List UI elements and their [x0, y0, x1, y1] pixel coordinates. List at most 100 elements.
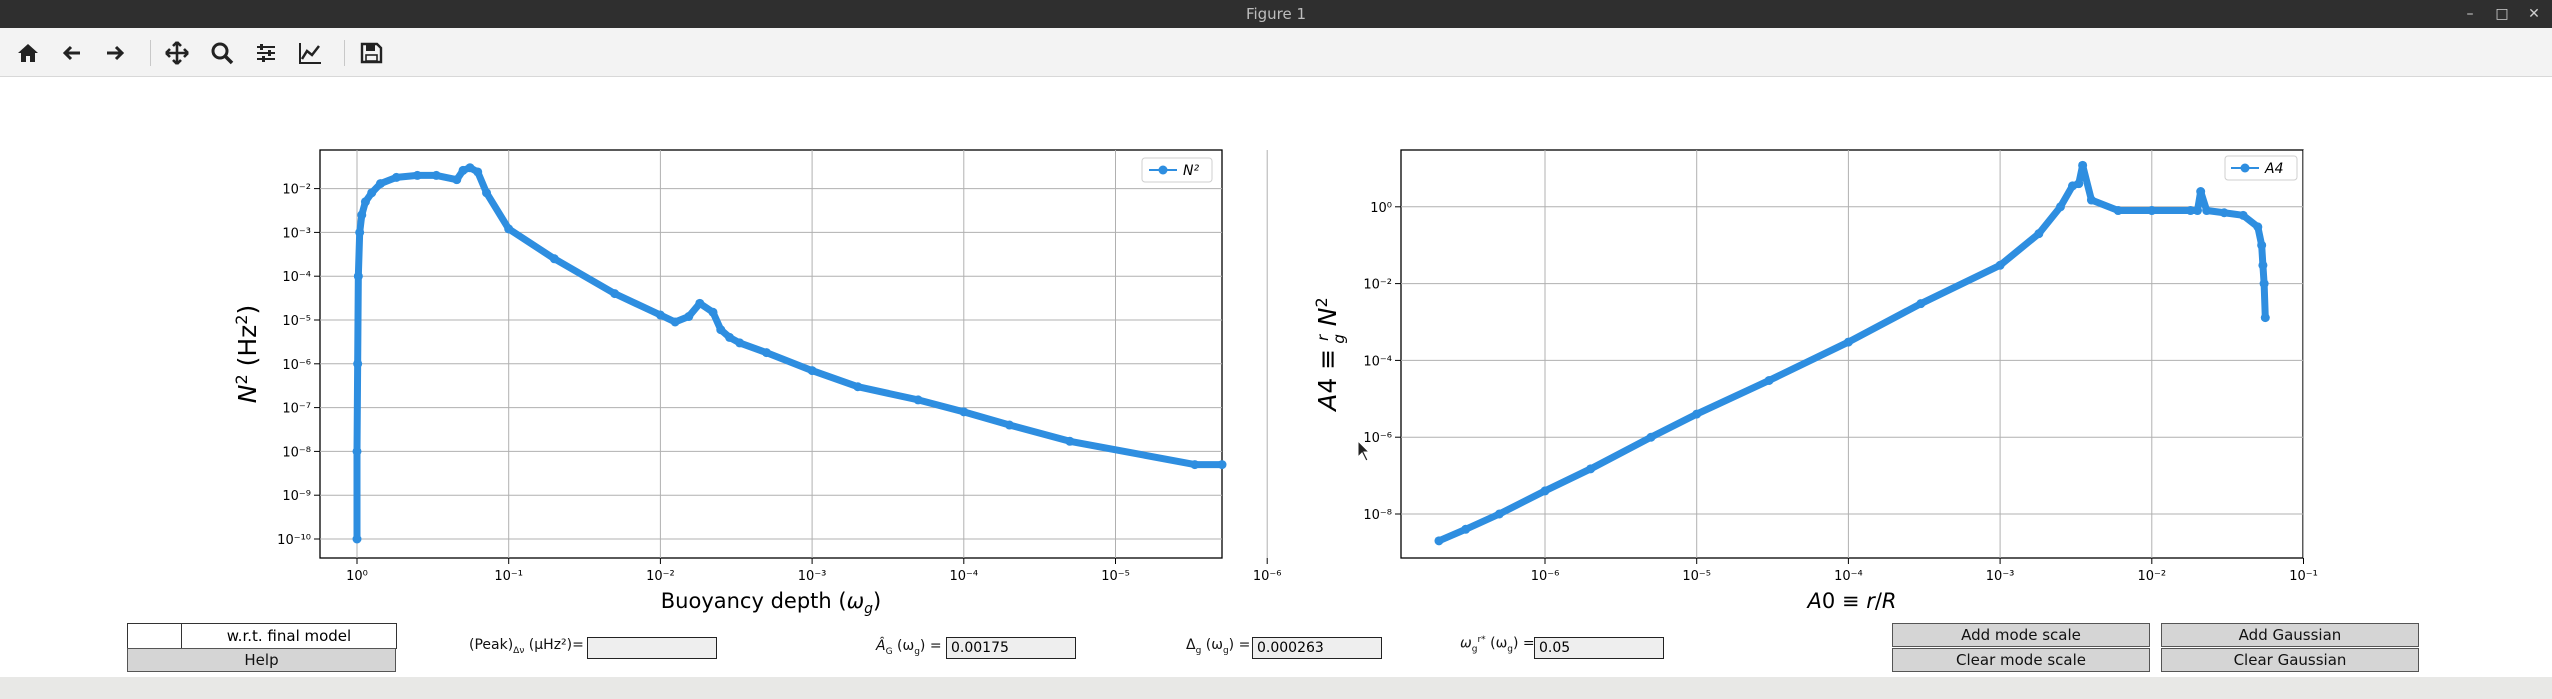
clear-mode-scale-button[interactable]: Clear mode scale [1892, 648, 2150, 672]
left-series-point [412, 170, 422, 180]
help-button[interactable]: Help [127, 648, 396, 672]
navigation-toolbar [0, 28, 2552, 77]
right-legend-label: A4 [2264, 161, 2283, 177]
right-x-tick-label: 10⁻⁴ [1834, 569, 1863, 584]
left-xlabel: Buoyancy depth (ωg) [661, 589, 882, 617]
window-titlebar: Figure 1 – □ ✕ [0, 0, 2552, 28]
left-series-point [482, 188, 492, 198]
right-series-point [2257, 240, 2267, 250]
zoom-icon[interactable] [207, 38, 237, 68]
dg-label-unit-sub: g [1222, 645, 1229, 656]
left-series-point [352, 446, 362, 456]
ag-label: ÂG (ωg) = [876, 638, 942, 657]
right-series-point [1916, 299, 1926, 309]
ag-label-text: Â [876, 638, 886, 654]
left-axes: 10⁰ 10⁻¹ 10⁻² 10⁻³ 10⁻⁴ 10⁻⁵ 10⁻⁶ 10⁻¹⁰ 10⁻⁹ 10⁻… [232, 149, 1282, 617]
left-series-point [504, 224, 514, 234]
clear-gaussian-button[interactable]: Clear Gaussian [2161, 648, 2419, 672]
right-x-tick-label: 10⁻³ [1986, 569, 2015, 584]
left-y-tick-label: 10⁻⁸ [282, 445, 311, 460]
maximize-icon[interactable]: □ [2495, 6, 2509, 22]
configure-subplots-icon[interactable] [251, 38, 281, 68]
left-y-tick-label: 10⁻⁵ [282, 314, 311, 329]
right-series-point [1692, 409, 1702, 419]
left-series-point [761, 348, 771, 358]
ag-label-unit-sub: g [914, 646, 920, 657]
peak-label: (Peak)Δν (μHz²)= [469, 637, 584, 656]
right-series-point [2238, 210, 2248, 220]
right-x-tick-label: 10⁻⁵ [1682, 569, 1711, 584]
left-series-point [1004, 420, 1014, 430]
right-series-point [2219, 208, 2229, 218]
wrt-final-model-label: w.r.t. final model [226, 627, 352, 645]
left-x-tick-label: 10⁰ [346, 569, 368, 584]
right-series-point [1646, 432, 1656, 442]
add-mode-scale-button[interactable]: Add mode scale [1892, 623, 2150, 647]
right-series-point [2074, 179, 2084, 189]
edit-axis-icon[interactable] [295, 38, 325, 68]
right-y-tick-label: 10⁻² [1363, 278, 1392, 293]
left-series-point [353, 359, 363, 369]
right-series-point [2259, 279, 2269, 289]
left-series-point [452, 175, 462, 185]
peak-input[interactable] [587, 637, 717, 659]
left-series-point [610, 289, 620, 299]
left-x-tick-label: 10⁻⁵ [1101, 569, 1130, 584]
left-series-point [670, 317, 680, 327]
dg-input[interactable]: 0.000263 [1252, 637, 1382, 659]
minimize-icon[interactable]: – [2466, 6, 2474, 22]
dg-label: Δg (ωg) = [1186, 637, 1250, 656]
left-y-tick-label: 10⁻¹⁰ [277, 533, 311, 548]
left-series-point [465, 163, 475, 173]
right-series-point [1586, 464, 1596, 474]
toolbar-separator [150, 40, 151, 66]
left-series-point [352, 534, 362, 544]
left-series-point [695, 298, 705, 308]
home-icon[interactable] [13, 38, 43, 68]
ag-input[interactable]: 0.00175 [946, 637, 1076, 659]
right-series-point [2258, 260, 2268, 270]
left-x-tick-label: 10⁻³ [798, 569, 827, 584]
left-series-point [1190, 460, 1200, 470]
window-title: Figure 1 [1245, 5, 1307, 23]
left-y-tick-label: 10⁻⁷ [282, 402, 311, 417]
right-y-tick-label: 10⁰ [1370, 201, 1392, 216]
wrt-final-model-checkbox-row[interactable]: w.r.t. final model [127, 623, 397, 649]
left-series-point [735, 338, 745, 348]
mouse-cursor-icon [1357, 439, 1371, 462]
right-x-tick-label: 10⁻¹ [2289, 569, 2318, 584]
left-series-point [684, 312, 694, 322]
left-series-point [360, 197, 370, 207]
dg-label-text: Δ [1186, 637, 1196, 653]
right-series-point [1461, 524, 1471, 534]
right-y-tick-label: 10⁻⁴ [1363, 354, 1392, 369]
wg-label-end: ) = [1513, 635, 1535, 652]
close-icon[interactable]: ✕ [2528, 6, 2540, 22]
right-series-point [1434, 536, 1444, 546]
right-y-tick-label: 10⁻⁶ [1363, 431, 1392, 446]
left-series-point [458, 165, 468, 175]
forward-arrow-icon[interactable] [100, 38, 130, 68]
right-series-point [1995, 260, 2005, 270]
wg-label: ωgr* (ωg) = [1460, 635, 1535, 654]
pan-icon[interactable] [162, 38, 192, 68]
wg-input[interactable]: 0.05 [1534, 637, 1664, 659]
right-series-point [2086, 195, 2096, 205]
left-series-point [655, 310, 665, 320]
back-arrow-icon[interactable] [57, 38, 87, 68]
wrt-final-model-checkbox[interactable] [128, 624, 182, 648]
right-series-point [2147, 206, 2157, 216]
figure-plot-area: 10⁰ 10⁻¹ 10⁻² 10⁻³ 10⁻⁴ 10⁻⁵ 10⁻⁶ 10⁻¹⁰ 10⁻⁹ 10⁻… [232, 149, 2318, 617]
right-series-point [2113, 206, 2123, 216]
right-xlabel: A0 ≡ r/R [1806, 589, 1897, 613]
right-y-tick-label: 10⁻⁸ [1363, 508, 1392, 523]
left-series-point [1217, 460, 1227, 470]
dg-label-end: ) = [1228, 637, 1251, 653]
left-series-point [549, 254, 559, 264]
left-y-tick-label: 10⁻³ [282, 226, 311, 241]
wg-label-sup: r* [1477, 635, 1486, 645]
wg-label-unit: (ω [1485, 635, 1508, 652]
add-gaussian-button[interactable]: Add Gaussian [2161, 623, 2419, 647]
save-icon[interactable] [356, 38, 386, 68]
figure-canvas[interactable]: 10⁰ 10⁻¹ 10⁻² 10⁻³ 10⁻⁴ 10⁻⁵ 10⁻⁶ 10⁻¹⁰ 10⁻⁹ 10⁻… [0, 77, 2552, 677]
